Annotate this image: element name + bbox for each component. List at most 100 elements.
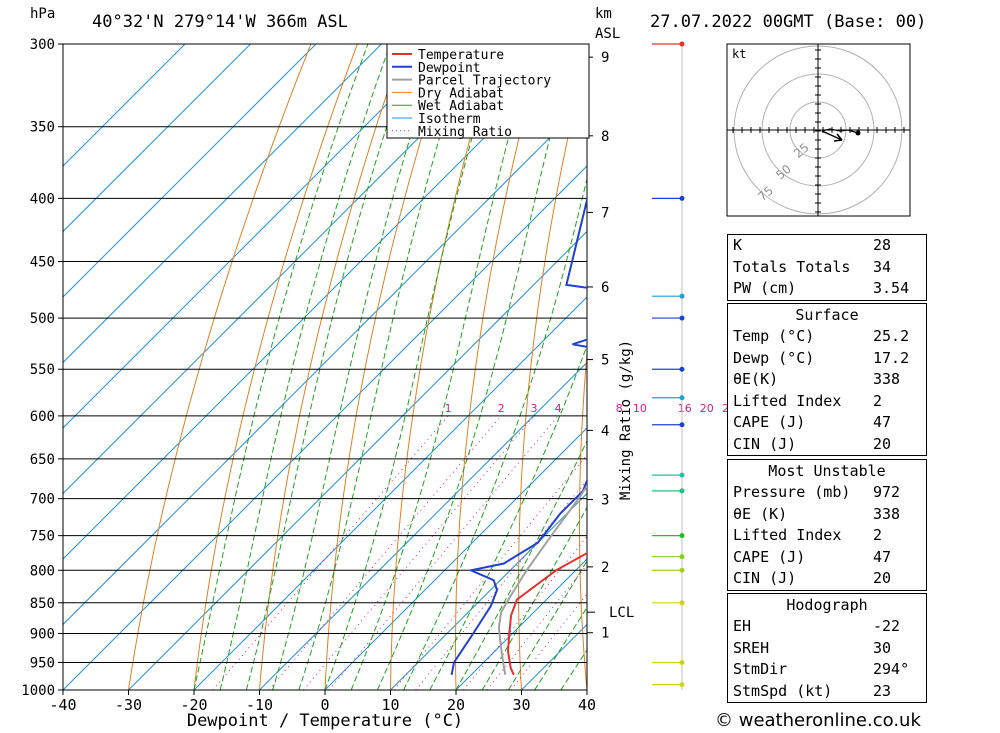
mixing-ratio-label: 16 bbox=[678, 402, 692, 415]
row-value: 47 bbox=[873, 547, 892, 566]
x-tick-label: -40 bbox=[49, 696, 76, 714]
row-value: 47 bbox=[873, 413, 892, 431]
isotherm-line bbox=[259, 361, 587, 690]
table-row: StmDir 294° bbox=[728, 659, 926, 681]
plot-frame bbox=[62, 43, 588, 691]
credit-text[interactable]: © weatheronline.co.uk bbox=[715, 710, 921, 731]
mixing-ratio-label: 3 bbox=[530, 402, 537, 415]
legend-entry: Isotherm bbox=[418, 112, 481, 127]
row-value: -22 bbox=[873, 617, 901, 635]
row-value: 2 bbox=[873, 391, 883, 410]
wet-adiabat-line bbox=[245, 44, 415, 690]
row-label: Temp (°C) bbox=[733, 327, 815, 345]
location-title: 40°32'N 279°14'W 366m ASL bbox=[92, 12, 348, 32]
x-tick-label: -20 bbox=[180, 696, 207, 714]
wet-adiabat-line bbox=[455, 439, 587, 690]
km-tick-label: 4 bbox=[601, 423, 609, 439]
row-label: SREH bbox=[733, 638, 770, 657]
row-label: θE(K) bbox=[733, 370, 779, 388]
mixing-ratio-line bbox=[268, 415, 502, 690]
isotherm-line bbox=[63, 44, 448, 429]
km-tick-label: 8 bbox=[601, 129, 609, 145]
row-value: 34 bbox=[873, 257, 892, 276]
isotherm-line bbox=[63, 44, 251, 233]
row-value: 2 bbox=[873, 526, 883, 544]
row-label: EH bbox=[733, 617, 752, 635]
mixing-ratio-line bbox=[212, 415, 449, 690]
pressure-label: 700 bbox=[30, 492, 55, 508]
table-row: K 28 bbox=[728, 235, 926, 257]
hodograph-stats-table: Hodograph EH -22 SREH 30 StmDir 294° StmSpd (kt… bbox=[727, 593, 927, 703]
legend-entry: Temperature bbox=[418, 48, 504, 63]
datetime-title: 27.07.2022 00GMT (Base: 00) bbox=[650, 12, 927, 32]
isotherm-line bbox=[63, 44, 513, 495]
row-value: 338 bbox=[873, 370, 901, 388]
x-tick-label: 10 bbox=[381, 696, 399, 714]
km-unit-label: km bbox=[595, 6, 612, 22]
hodograph-trace bbox=[821, 128, 859, 134]
dry-adiabat-line bbox=[639, 44, 683, 690]
table-row: Temp (°C) 25.2 bbox=[728, 326, 926, 348]
row-value: 20 bbox=[873, 569, 892, 587]
mixing-ratio-line bbox=[328, 415, 559, 690]
km-tick-label: 9 bbox=[601, 50, 609, 66]
wet-adiabat-line bbox=[350, 44, 535, 690]
table-row: θE (K) 338 bbox=[728, 504, 926, 526]
x-tick-label: 0 bbox=[320, 696, 329, 714]
dry-adiabat-line bbox=[696, 44, 729, 690]
mixing-ratio-label: 8 bbox=[616, 402, 623, 415]
row-value: 25.2 bbox=[873, 327, 910, 345]
storm-motion-arrow bbox=[821, 130, 843, 142]
legend-entry: Dewpoint bbox=[418, 61, 481, 76]
table-row: EH -22 bbox=[728, 616, 926, 638]
surface-title: Surface bbox=[795, 306, 859, 324]
row-label: CAPE (J) bbox=[733, 413, 806, 431]
mixing-ratio-label: 20 bbox=[700, 402, 714, 415]
row-value: 294° bbox=[873, 660, 910, 678]
isotherm-line bbox=[63, 44, 579, 560]
mixing-ratio-axis-label: Mixing Ratio (g/kg) bbox=[618, 340, 634, 500]
most-unstable-table: Most Unstable Pressure (mb) 972 θE (K) 338 Li… bbox=[727, 459, 927, 591]
pressure-label: 850 bbox=[30, 596, 55, 612]
dry-adiabat-line bbox=[324, 44, 451, 690]
hodograph_stats-title: Hodograph bbox=[786, 596, 868, 614]
hodograph-unit-label: kt bbox=[732, 47, 746, 61]
pressure-label: 650 bbox=[30, 452, 55, 468]
isotherm-line bbox=[63, 44, 382, 364]
isotherm-line bbox=[63, 99, 587, 626]
table-row: Pressure (mb) 972 bbox=[728, 482, 926, 504]
dry-adiabat-line bbox=[455, 44, 544, 690]
parcel-trajectory-line bbox=[497, 484, 587, 675]
pressure-label: 350 bbox=[30, 120, 55, 136]
row-label: PW (cm) bbox=[733, 279, 797, 297]
km-tick-label: 7 bbox=[601, 205, 609, 221]
asl-unit-label: ASL bbox=[595, 26, 621, 42]
row-value: 338 bbox=[873, 504, 901, 523]
table-row: SREH 30 bbox=[728, 638, 926, 660]
km-tick-label: 3 bbox=[601, 492, 609, 508]
legend-entry: Dry Adiabat bbox=[418, 86, 504, 101]
km-tick-label: 1 bbox=[601, 626, 609, 642]
wet-adiabat-line bbox=[429, 343, 587, 690]
wet-adiabat-line bbox=[324, 44, 500, 690]
table-row: StmSpd (kt) 23 bbox=[728, 681, 926, 703]
table-row: PW (cm) 3.54 bbox=[728, 278, 926, 300]
mixing-ratio-label: 2 bbox=[498, 402, 505, 415]
pressure-label: 400 bbox=[30, 191, 55, 207]
isotherm-line bbox=[455, 558, 587, 690]
km-tick-label: 2 bbox=[601, 560, 609, 576]
row-value: 28 bbox=[873, 236, 892, 254]
row-label: θE (K) bbox=[733, 504, 788, 523]
row-value: 20 bbox=[873, 434, 892, 453]
row-label: Pressure (mb) bbox=[733, 483, 851, 501]
most_unstable-title: Most Unstable bbox=[768, 462, 886, 480]
wet-adiabat-line bbox=[298, 44, 469, 690]
isotherm-line bbox=[63, 44, 317, 298]
pressure-label: 450 bbox=[30, 255, 55, 271]
km-tick-label: 6 bbox=[601, 280, 609, 296]
table-row: Totals Totals 34 bbox=[728, 257, 926, 279]
pressure-label: 550 bbox=[30, 362, 55, 378]
row-label: StmSpd (kt) bbox=[733, 681, 833, 700]
km-tick-label: 5 bbox=[601, 353, 609, 369]
